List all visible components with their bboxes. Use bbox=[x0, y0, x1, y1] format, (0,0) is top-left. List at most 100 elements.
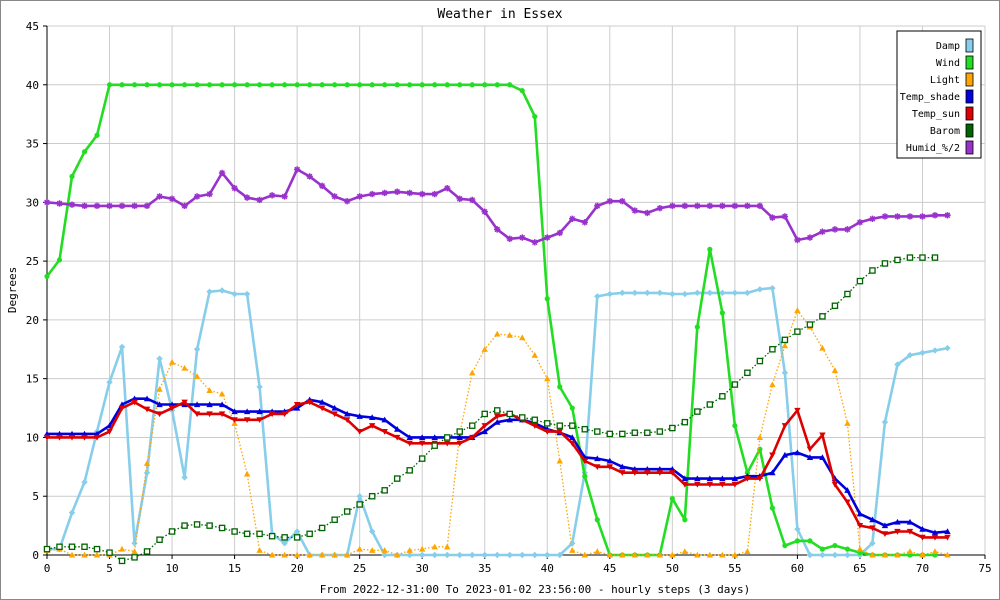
data-point-temp-sun bbox=[168, 405, 176, 412]
data-point-damp bbox=[594, 293, 601, 300]
data-point-wind bbox=[457, 82, 463, 88]
data-point-barom bbox=[844, 290, 851, 298]
data-point-temp-sun bbox=[831, 481, 839, 488]
data-point-light bbox=[393, 551, 401, 558]
data-point-damp bbox=[481, 551, 488, 559]
data-point-damp bbox=[881, 418, 889, 426]
data-point-temp-shade bbox=[781, 451, 789, 458]
data-point-damp bbox=[606, 290, 613, 298]
data-point-temp-sun bbox=[544, 429, 551, 435]
y-tick-label: 5 bbox=[32, 490, 39, 503]
data-point-barom bbox=[293, 534, 301, 541]
legend-swatch bbox=[965, 123, 974, 138]
series-temp-sun bbox=[43, 399, 951, 541]
data-point-damp bbox=[181, 474, 188, 481]
series-temp-shade bbox=[43, 395, 951, 536]
data-point-humid-2 bbox=[706, 202, 714, 210]
data-point-temp-sun bbox=[706, 481, 714, 488]
x-tick-label: 40 bbox=[541, 562, 554, 575]
data-point-temp-sun bbox=[919, 534, 926, 541]
data-point-light bbox=[368, 547, 376, 553]
data-point-wind bbox=[119, 82, 125, 88]
data-point-wind bbox=[369, 82, 375, 88]
x-tick-label: 25 bbox=[353, 562, 366, 575]
data-point-temp-sun bbox=[781, 423, 789, 429]
data-point-temp-shade bbox=[844, 487, 851, 493]
x-tick-label: 45 bbox=[603, 562, 616, 575]
data-point-temp-shade bbox=[769, 469, 776, 476]
data-point-humid-2 bbox=[544, 234, 551, 241]
data-point-humid-2 bbox=[844, 226, 851, 233]
data-point-light bbox=[381, 547, 388, 553]
data-point-barom bbox=[393, 475, 401, 482]
data-point-wind bbox=[582, 473, 588, 479]
data-point-wind bbox=[56, 257, 63, 263]
data-point-humid-2 bbox=[569, 215, 576, 222]
data-point-wind bbox=[344, 82, 350, 88]
data-point-light bbox=[469, 369, 476, 376]
data-point-barom bbox=[769, 346, 776, 353]
data-point-temp-shade bbox=[606, 457, 613, 464]
data-point-light bbox=[131, 548, 138, 555]
data-point-wind bbox=[131, 82, 138, 88]
data-point-barom bbox=[931, 254, 939, 261]
data-point-temp-shade bbox=[419, 434, 426, 441]
data-point-temp-sun bbox=[819, 432, 826, 439]
data-point-damp bbox=[631, 289, 639, 297]
data-point-humid-2 bbox=[756, 202, 764, 210]
data-point-wind bbox=[707, 246, 713, 252]
data-point-temp-sun bbox=[206, 411, 213, 418]
data-point-temp-shade bbox=[256, 408, 263, 415]
data-point-humid-2 bbox=[456, 195, 463, 203]
data-point-light bbox=[431, 543, 438, 550]
data-point-light bbox=[556, 457, 563, 464]
data-point-barom bbox=[281, 534, 288, 541]
data-point-humid-2 bbox=[469, 196, 476, 204]
data-point-wind bbox=[782, 542, 788, 549]
data-point-barom bbox=[243, 530, 251, 538]
data-point-temp-sun bbox=[594, 464, 601, 471]
data-point-wind bbox=[94, 132, 100, 138]
data-point-temp-sun bbox=[731, 481, 739, 488]
data-point-wind bbox=[844, 546, 851, 552]
data-point-humid-2 bbox=[181, 202, 188, 210]
data-point-humid-2 bbox=[694, 202, 701, 210]
data-point-temp-sun bbox=[68, 434, 76, 441]
data-point-temp-sun bbox=[644, 470, 651, 476]
x-tick-label: 60 bbox=[791, 562, 804, 575]
data-point-temp-shade bbox=[243, 408, 251, 415]
data-point-damp bbox=[356, 493, 363, 500]
data-point-wind bbox=[144, 82, 150, 88]
data-point-wind bbox=[181, 82, 188, 88]
data-point-damp bbox=[293, 528, 301, 535]
data-point-temp-sun bbox=[756, 476, 764, 482]
data-point-wind bbox=[507, 82, 513, 88]
data-point-damp bbox=[569, 540, 576, 547]
data-point-temp-shade bbox=[719, 475, 726, 482]
data-point-light bbox=[318, 551, 326, 558]
data-point-light bbox=[494, 330, 501, 337]
data-point-damp bbox=[231, 290, 238, 298]
data-point-barom bbox=[156, 536, 163, 543]
data-point-humid-2 bbox=[931, 212, 939, 219]
data-point-temp-shade bbox=[206, 401, 213, 408]
data-point-barom bbox=[468, 422, 476, 429]
data-point-damp bbox=[769, 284, 776, 292]
data-point-temp-sun bbox=[318, 405, 326, 412]
data-point-temp-sun bbox=[481, 423, 488, 429]
data-point-wind bbox=[669, 495, 675, 502]
data-point-temp-shade bbox=[231, 408, 238, 415]
legend-label: Wind bbox=[936, 58, 960, 69]
data-point-humid-2 bbox=[656, 205, 664, 212]
data-point-humid-2 bbox=[806, 234, 814, 241]
data-point-wind bbox=[407, 82, 413, 88]
data-point-humid-2 bbox=[68, 201, 76, 208]
data-point-temp-sun bbox=[769, 452, 776, 459]
data-point-temp-sun bbox=[494, 413, 501, 420]
legend-swatch bbox=[965, 89, 974, 104]
data-point-temp-sun bbox=[669, 470, 676, 476]
data-point-barom bbox=[856, 277, 864, 285]
data-point-humid-2 bbox=[368, 190, 376, 198]
data-point-damp bbox=[193, 346, 201, 353]
data-point-light bbox=[156, 386, 163, 392]
